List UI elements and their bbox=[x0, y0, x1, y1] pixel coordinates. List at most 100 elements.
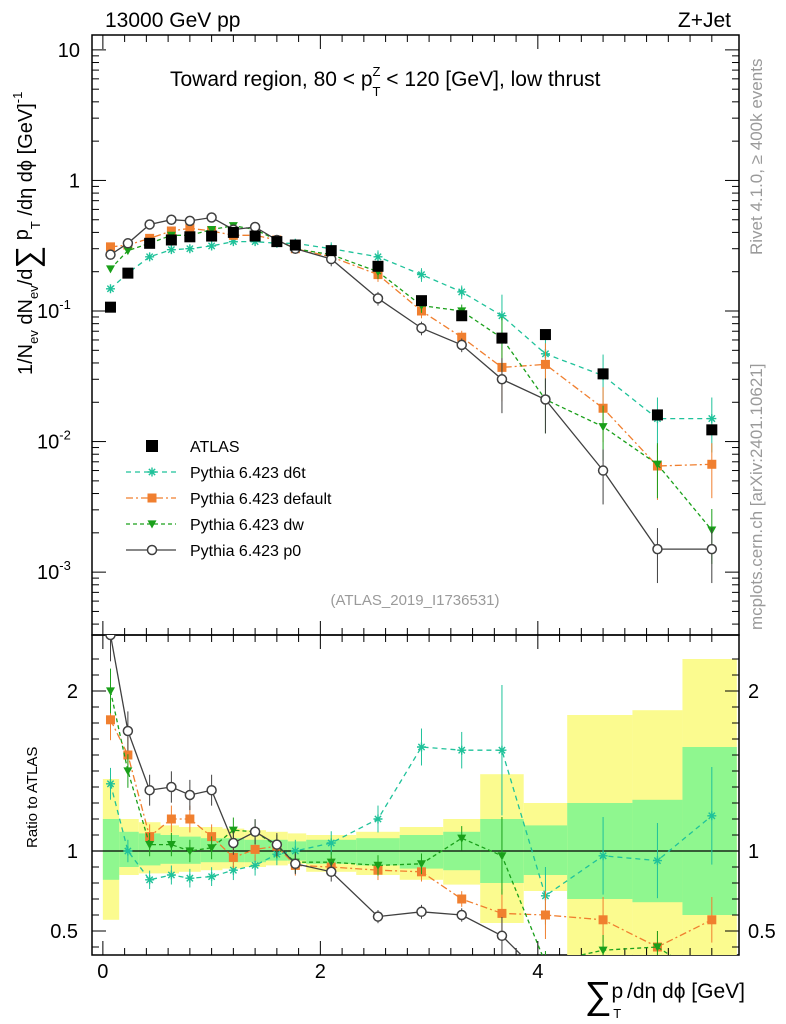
legend-marker-d6t bbox=[147, 467, 157, 477]
ylabel-e-sup: -1 bbox=[10, 92, 25, 104]
ratio-point-p0 bbox=[456, 909, 467, 921]
ratio-point-dw bbox=[105, 687, 115, 696]
ylabel-d: p bbox=[11, 229, 33, 246]
plot-title: Toward region, 80 < pZ T < 120 [GeV], low… bbox=[170, 64, 601, 99]
main-ytick-base: 10 bbox=[37, 301, 59, 323]
ratio-point-p0 bbox=[206, 784, 217, 796]
ylabel-sum: ∑ bbox=[9, 246, 45, 269]
main-ytick-base: 10 bbox=[37, 562, 59, 584]
ratio-point-d6t bbox=[707, 811, 717, 821]
ratio-point-p0 bbox=[325, 866, 337, 878]
main-point-default bbox=[185, 223, 195, 233]
ratio-point-d6t bbox=[598, 851, 608, 861]
ratio-point-dw bbox=[497, 852, 507, 861]
main-point-p0 bbox=[249, 221, 261, 233]
ylabel-c: /d bbox=[15, 269, 37, 286]
ratio-point-d6t bbox=[123, 846, 133, 856]
ratio-point-p0 bbox=[271, 839, 283, 850]
ratio-point-d6t bbox=[145, 875, 155, 885]
main-data-group bbox=[104, 212, 718, 584]
main-point-p0 bbox=[706, 543, 718, 555]
main-ylabel: 1/Nev dNev/d∑ pT /dη dϕ [GeV]-1 bbox=[9, 92, 45, 375]
legend-label-d6t: Pythia 6.423 d6t bbox=[190, 465, 306, 482]
ratio-point-d6t bbox=[228, 865, 238, 875]
main-point-atlas bbox=[325, 245, 337, 257]
main-point-d6t bbox=[373, 252, 383, 262]
ratio-point-p0 bbox=[496, 930, 508, 942]
legend-label-default: Pythia 6.423 default bbox=[190, 491, 332, 508]
ratio-point-d6t bbox=[166, 870, 176, 880]
ratio-point-dw bbox=[598, 946, 608, 955]
main-point-p0 bbox=[597, 465, 609, 476]
main-point-d6t bbox=[185, 244, 195, 254]
ratio-point-dw bbox=[457, 834, 467, 843]
ratio-point-d6t bbox=[290, 846, 300, 856]
plot-title-pre: Toward region, 80 < p bbox=[170, 68, 373, 91]
ylabel-b: dN bbox=[15, 299, 37, 330]
main-line-d6t bbox=[110, 240, 712, 420]
main-point-atlas bbox=[165, 234, 177, 246]
main-point-d6t bbox=[228, 237, 238, 247]
legend-label-dw: Pythia 6.423 dw bbox=[190, 517, 304, 534]
main-point-p0 bbox=[372, 293, 384, 304]
main-point-p0 bbox=[105, 249, 116, 260]
mcplots-label: mcplots.cern.ch [arXiv:2401.10621] bbox=[747, 364, 766, 630]
rivet-label: Rivet 4.1.0, ≥ 400k events bbox=[747, 59, 766, 255]
xlabel-p-sub: T bbox=[613, 1006, 621, 1021]
main-ytick-label: 10-2 bbox=[37, 428, 71, 454]
main-point-atlas bbox=[227, 226, 239, 238]
ratio-point-p0 bbox=[290, 858, 301, 870]
main-point-p0 bbox=[496, 374, 508, 385]
ratio-band-green bbox=[523, 825, 568, 875]
main-point-atlas bbox=[104, 301, 116, 313]
ratio-point-default bbox=[598, 915, 608, 925]
xlabel: ∑p T /dη dϕ [GeV] bbox=[584, 975, 745, 1021]
ylabel-a: 1/N bbox=[15, 344, 37, 375]
ratio-point-p0 bbox=[228, 837, 239, 849]
main-point-atlas bbox=[597, 368, 609, 380]
ratio-point-dw bbox=[207, 844, 217, 853]
xlabel-sum: ∑ bbox=[584, 975, 611, 1017]
ratio-point-d6t bbox=[373, 814, 383, 824]
main-point-default bbox=[457, 332, 467, 342]
ratio-ytick-label: 0.5 bbox=[50, 921, 78, 943]
ratio-point-dw bbox=[145, 841, 155, 850]
main-ytick-label: 1 bbox=[69, 170, 80, 192]
ratio-point-d6t bbox=[497, 745, 507, 755]
legend-marker-default bbox=[147, 493, 157, 503]
ratio-point-p0 bbox=[144, 784, 155, 796]
data-series bbox=[104, 212, 718, 955]
ratio-ytick-label-right: 2 bbox=[748, 681, 759, 703]
main-point-default bbox=[105, 242, 115, 252]
plot-title-sub: T bbox=[373, 84, 381, 99]
main-point-dw bbox=[207, 226, 217, 235]
xtick-label: 0 bbox=[97, 961, 108, 983]
main-point-dw bbox=[652, 460, 662, 469]
ratio-point-default bbox=[707, 915, 717, 925]
main-point-atlas bbox=[184, 231, 196, 243]
ratio-point-p0 bbox=[372, 911, 384, 922]
main-point-default bbox=[707, 459, 717, 469]
main-ytick-exp: -1 bbox=[59, 297, 71, 312]
legend-label-atlas: ATLAS bbox=[190, 439, 240, 456]
legend-label-p0: Pythia 6.423 p0 bbox=[190, 543, 301, 560]
main-point-atlas bbox=[144, 237, 156, 249]
legend-marker-atlas bbox=[146, 440, 158, 452]
ratio-point-d6t bbox=[416, 742, 426, 752]
legend-marker-dw bbox=[147, 520, 157, 529]
ratio-band-green bbox=[160, 835, 179, 864]
main-point-p0 bbox=[166, 214, 177, 225]
main-point-d6t bbox=[250, 237, 260, 247]
main-line-default bbox=[110, 227, 712, 467]
ratio-point-default bbox=[166, 814, 176, 824]
main-point-atlas bbox=[539, 329, 551, 341]
ratio-point-d6t bbox=[326, 838, 336, 848]
legend-marker-p0 bbox=[146, 544, 158, 556]
ratio-point-d6t bbox=[250, 860, 260, 870]
xlabel-p: p bbox=[612, 980, 624, 1003]
ratio-point-dw bbox=[185, 847, 195, 856]
ratio-uncertainty-bands bbox=[92, 659, 739, 955]
plot-title-post: < 120 [GeV], low thrust bbox=[380, 68, 600, 91]
main-ytick-exp: -3 bbox=[59, 558, 71, 573]
